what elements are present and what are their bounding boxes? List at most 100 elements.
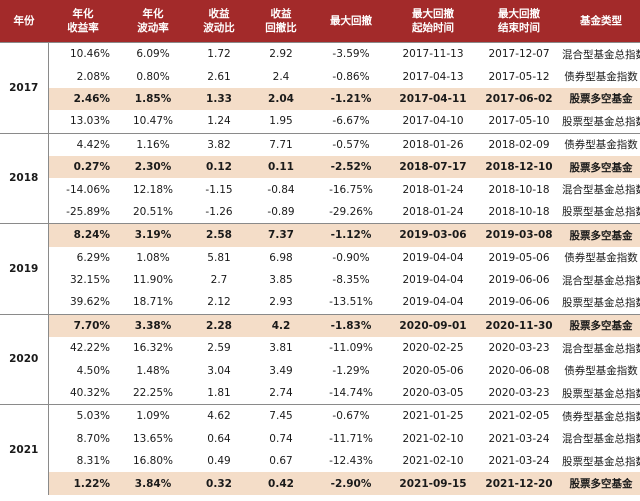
drawdown-end-cell: 2020-03-23 [488,342,550,355]
return-drawdown-ratio-cell: 0.74 [269,432,293,445]
drawdown-start-cell: 2017-04-10 [402,115,464,128]
return-drawdown-ratio-cell: -0.89 [267,205,295,218]
drawdown-end-cell: 2020-03-23 [488,387,550,400]
drawdown-start-cell: 2018-01-24 [402,183,464,196]
fund-type-cell: 债券型基金指数 [564,365,638,378]
max-drawdown-cell: -0.67% [312,404,390,428]
annual-return-cell: 40.32% [69,387,110,400]
drawdown-start-cell: 2017-04-11 [390,87,476,111]
return-volatility-ratio-cell: 3.04 [207,364,231,377]
annual-return-cell: 32.15% [69,274,110,287]
drawdown-start-cell: 2021-02-10 [402,455,464,468]
drawdown-end-cell: 2021-03-24 [488,455,550,468]
max-drawdown-cell: -29.26% [329,205,373,218]
fund-type-cell: 债券型基金指数 [564,71,638,84]
fund-type-cell: 股票型基金总指数 [562,296,640,309]
table-row: 32.15% 11.90% 2.7 3.85 -8.35% 2019-04-04 2019-… [0,269,640,291]
annual-volatility-cell: 2.30% [118,155,188,179]
annual-volatility-cell: 11.90% [132,274,174,287]
table-row: 42.22% 16.32% 2.59 3.81 -11.09% 2020-02-25 202… [0,337,640,359]
drawdown-end-cell: 2021-12-20 [476,472,562,495]
table-row: 6.29% 1.08% 5.81 6.98 -0.90% 2019-04-04 2019-0… [0,247,640,269]
fund-type-cell: 股票多空基金 [562,223,640,247]
year-cell: 2018 [0,132,49,224]
drawdown-start-cell: 2019-04-04 [402,296,464,309]
max-drawdown-cell: -11.71% [329,432,373,445]
return-volatility-ratio-cell: 1.24 [207,115,231,128]
return-volatility-ratio-cell: 1.33 [188,87,250,111]
return-drawdown-ratio-cell: 7.37 [250,223,312,247]
header-drawdown-start: 最大回撤 起始时间 [390,0,476,43]
drawdown-end-cell: 2018-10-18 [488,205,550,218]
header-max-drawdown: 最大回撤 [312,0,390,43]
drawdown-end-cell: 2017-05-10 [488,115,550,128]
drawdown-end-cell: 2018-02-09 [476,132,562,156]
drawdown-start-cell: 2019-03-06 [390,223,476,247]
table-row: 1.22% 3.84% 0.32 0.42 -2.90% 2021-09-15 2021-1… [0,472,640,495]
drawdown-start-cell: 2017-04-13 [402,70,464,83]
annual-volatility-cell: 16.80% [132,455,174,468]
annual-volatility-cell: 18.71% [132,296,174,309]
return-volatility-ratio-cell: 0.64 [207,432,231,445]
table-row: 2017 10.46% 6.09% 1.72 2.92 -3.59% 2017-11-13 2… [0,42,640,134]
drawdown-start-cell: 2020-05-06 [402,364,464,377]
return-drawdown-ratio-cell: 1.95 [269,115,293,128]
return-drawdown-ratio-cell: 2.04 [250,87,312,111]
return-volatility-ratio-cell: 0.49 [207,455,231,468]
fund-type-cell: 混合型基金总指数 [562,274,640,287]
table-row: 2.46% 1.85% 1.33 2.04 -1.21% 2017-04-11 2017-0… [0,87,640,111]
return-drawdown-ratio-cell: 7.45 [250,404,312,428]
max-drawdown-cell: -0.86% [332,70,370,83]
drawdown-end-cell: 2019-06-06 [488,274,550,287]
max-drawdown-cell: -3.59% [312,42,390,66]
annual-volatility-cell: 1.85% [118,87,188,111]
drawdown-start-cell: 2017-11-13 [390,42,476,66]
drawdown-start-cell: 2020-02-25 [402,342,464,355]
drawdown-start-cell: 2019-04-04 [402,274,464,287]
annual-return-cell: 8.70% [76,432,110,445]
table-row: 40.32% 22.25% 1.81 2.74 -14.74% 2020-03-05 202… [0,382,640,405]
table-row: -25.89% 20.51% -1.26 -0.89 -29.26% 2018-01-24… [0,201,640,224]
max-drawdown-cell: -11.09% [329,342,373,355]
drawdown-end-cell: 2019-06-06 [488,296,550,309]
max-drawdown-cell: -1.29% [332,364,370,377]
return-volatility-ratio-cell: 0.32 [188,472,250,495]
return-drawdown-ratio-cell: 7.71 [250,132,312,156]
drawdown-end-cell: 2020-11-30 [476,313,562,338]
drawdown-end-cell: 2018-12-10 [476,155,562,179]
header-label: 收益 [270,8,292,20]
annual-return-cell: 13.03% [69,115,110,128]
return-drawdown-ratio-cell: 4.2 [250,313,312,338]
annual-volatility-cell: 12.18% [132,183,174,196]
drawdown-start-cell: 2021-01-25 [390,404,476,428]
return-volatility-ratio-cell: 2.12 [207,296,231,309]
year-cell: 2019 [0,223,49,315]
annual-return-cell: 8.24% [48,223,118,247]
return-drawdown-ratio-cell: 0.67 [269,455,293,468]
drawdown-start-cell: 2020-03-05 [402,387,464,400]
max-drawdown-cell: -1.12% [312,223,390,247]
max-drawdown-cell: -12.43% [329,455,373,468]
annual-volatility-cell: 3.19% [118,223,188,247]
table-header-row: 年份 年化 收益率 年化 波动率 收益 波动比 收益 回撤比 最大回撤 最大回撤 起始时间 最大回撤 结束… [0,0,640,43]
table-row: 4.50% 1.48% 3.04 3.49 -1.29% 2020-05-06 2020-0… [0,359,640,381]
table-body: 2017 10.46% 6.09% 1.72 2.92 -3.59% 2017-11-13 2… [0,42,640,495]
annual-return-cell: 6.29% [76,251,110,264]
header-label: 收益 [208,8,230,20]
header-label: 收益率 [67,22,99,34]
fund-type-cell: 混合型基金总指数 [562,184,640,197]
header-label: 结束时间 [498,22,540,34]
header-return-volatility-ratio: 收益 波动比 [188,0,250,43]
fund-type-cell: 债券型基金总指数 [562,404,640,428]
table-row: 2.08% 0.80% 2.61 2.4 -0.86% 2017-04-13 2017-05… [0,65,640,87]
fund-type-cell: 股票多空基金 [562,313,640,338]
annual-return-cell: 39.62% [69,296,110,309]
return-drawdown-ratio-cell: 2.4 [272,70,290,83]
table-row: 39.62% 18.71% 2.12 2.93 -13.51% 2019-04-04 201… [0,291,640,314]
return-volatility-ratio-cell: 2.61 [207,70,231,83]
return-volatility-ratio-cell: 2.7 [210,274,228,287]
return-drawdown-ratio-cell: 3.49 [269,364,293,377]
annual-volatility-cell: 13.65% [132,432,174,445]
header-label: 最大回撤 [498,8,540,20]
